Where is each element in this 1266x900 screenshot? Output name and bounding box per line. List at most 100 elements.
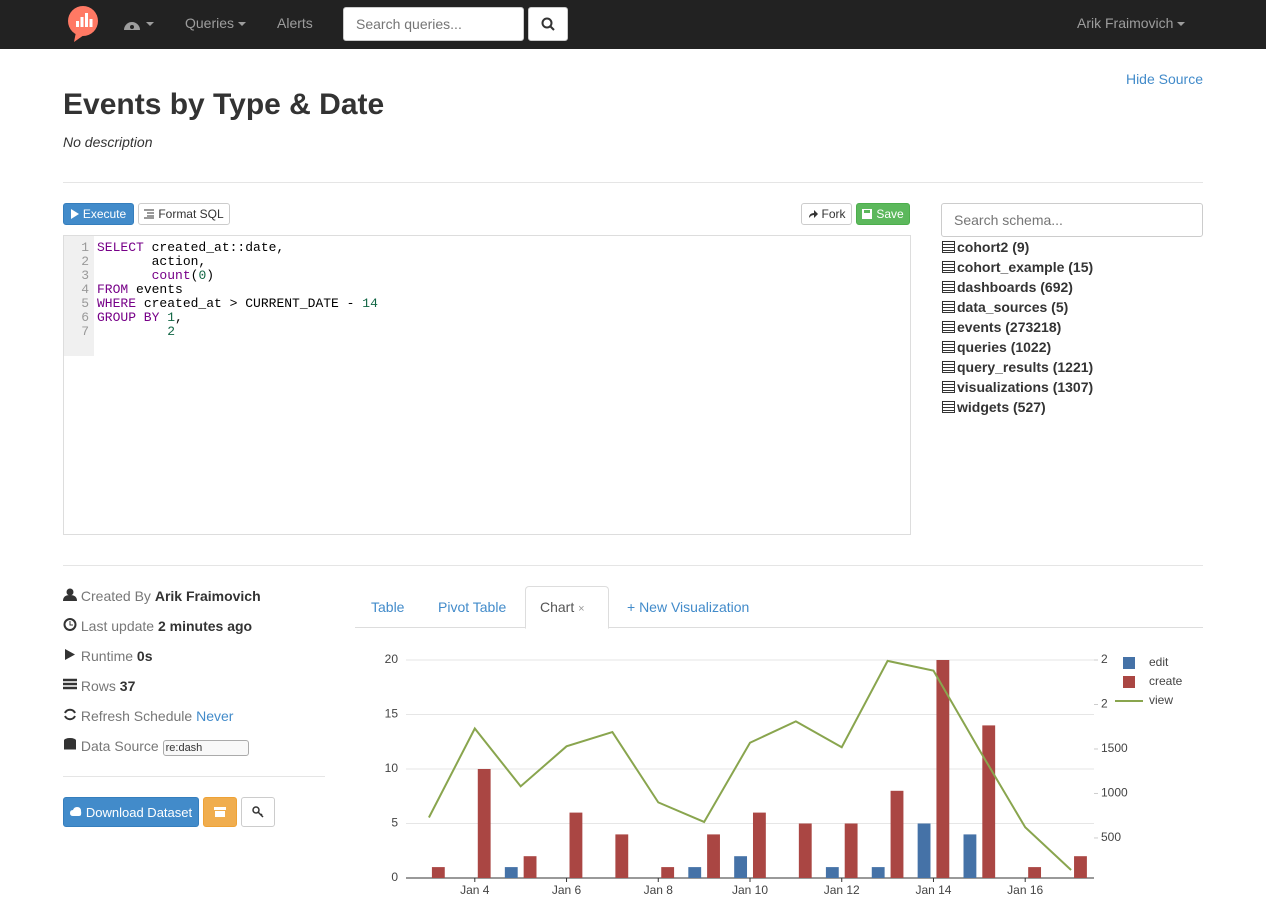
tab-label: Chart — [540, 599, 575, 615]
schema-table[interactable]: queries (1022) — [957, 339, 1052, 355]
hide-source-link[interactable]: Hide Source — [1125, 71, 1203, 87]
table-icon — [942, 361, 955, 373]
data-source: Data Source re:dash — [63, 738, 249, 756]
code-token: WHERE — [97, 296, 137, 311]
schema-table[interactable]: dashboards (692) — [957, 279, 1073, 295]
tab[interactable]: Pivot Table — [438, 599, 507, 615]
code-line: SELECT created_at::date, — [97, 241, 378, 255]
logo[interactable] — [66, 4, 100, 44]
code-token: ( — [190, 268, 199, 283]
code-token: 14 — [362, 296, 378, 311]
code-token: FROM — [97, 282, 129, 297]
x-tick-label: Jan 16 — [1007, 883, 1043, 897]
format-sql-button[interactable]: Format SQL — [138, 203, 230, 225]
save-button[interactable]: Save — [856, 203, 910, 225]
refresh-link[interactable]: Never — [196, 708, 234, 724]
code-token: created_at > CURRENT_DATE - — [136, 296, 363, 311]
code-token — [97, 324, 167, 339]
code-line: count(0) — [97, 269, 378, 283]
download-button[interactable]: Download Dataset — [63, 797, 199, 827]
line-series — [428, 659, 1072, 871]
x-tick-label: Jan 6 — [552, 883, 582, 897]
button-label: Save — [876, 207, 904, 221]
x-tick-label: Jan 4 — [460, 883, 490, 897]
tab-bar — [355, 627, 1203, 628]
code-token: 0 — [198, 268, 207, 283]
bar — [734, 856, 748, 878]
user-menu[interactable]: Arik Fraimovich — [1077, 15, 1186, 31]
info-value: Arik Fraimovich — [154, 588, 261, 604]
query-description[interactable]: No description — [63, 134, 153, 150]
data-source-select[interactable]: re:dash — [162, 740, 249, 756]
bar — [1074, 856, 1087, 878]
code-token: 2 — [167, 324, 176, 339]
bar — [982, 725, 996, 878]
active-tab[interactable] — [525, 586, 609, 629]
button-label: Download Dataset — [85, 804, 193, 820]
line-number: 2 — [81, 254, 89, 269]
y-tick-label: 5 — [391, 816, 398, 830]
table-icon — [942, 261, 955, 273]
code-line: WHERE created_at > CURRENT_DATE - 14 — [97, 297, 378, 311]
legend-label: view — [1149, 693, 1173, 707]
schema-table[interactable]: data_sources (5) — [957, 299, 1069, 315]
schema-table[interactable]: query_results (1221) — [957, 359, 1094, 375]
info-value: 2 minutes ago — [157, 618, 253, 634]
code-token — [97, 268, 152, 283]
info-label: Rows — [80, 678, 116, 694]
tab[interactable]: + New Visualization — [627, 599, 750, 615]
schema-table[interactable]: widgets (527) — [957, 399, 1046, 415]
schema-table[interactable]: events (273218) — [957, 319, 1062, 335]
tab[interactable]: Table — [371, 599, 405, 615]
search-queries[interactable] — [343, 7, 524, 41]
nav-link[interactable]: Queries — [185, 15, 235, 31]
bar — [825, 867, 839, 878]
bar — [798, 823, 812, 878]
search-button[interactable] — [528, 7, 568, 41]
bar — [661, 867, 675, 878]
table-icon — [942, 321, 955, 333]
code-token: action, — [97, 254, 207, 269]
y-tick-label: 10 — [385, 761, 399, 775]
tab-close[interactable]: × — [578, 603, 585, 615]
user-name: Arik Fraimovich — [1077, 15, 1174, 31]
last-update: Last update 2 minutes ago — [63, 618, 252, 634]
queries-menu[interactable]: Queries — [185, 15, 247, 31]
code-token: count — [151, 268, 191, 283]
tab[interactable]: Chart × — [540, 599, 585, 615]
query-title[interactable]: Events by Type & Date — [63, 88, 385, 121]
line-number: 6 — [81, 310, 89, 325]
y2-tick-label: 2 — [1101, 697, 1108, 711]
nav-link[interactable]: Alerts — [277, 15, 313, 31]
bar — [963, 834, 977, 878]
bar — [890, 790, 904, 878]
legend-swatch — [1123, 676, 1135, 688]
code-line: 2 — [97, 325, 378, 339]
chart: 0 5 10 15 20 500 1000 1500 2 2 Jan 4 Jan 6 Jan 8 Jan … — [385, 652, 1183, 897]
archive-button[interactable] — [203, 797, 237, 827]
bar — [707, 834, 720, 878]
schema-table[interactable]: visualizations (1307) — [957, 379, 1094, 395]
bar — [504, 867, 518, 878]
bar — [1028, 867, 1042, 878]
x-tick-label: Jan 12 — [824, 883, 860, 897]
fork-button[interactable]: Fork — [801, 203, 852, 225]
api-key-button[interactable] — [241, 797, 275, 827]
legend-label: create — [1149, 674, 1183, 688]
table-icon — [942, 241, 955, 253]
line-number: 7 — [81, 324, 89, 339]
search-schema[interactable] — [941, 203, 1203, 237]
schema-table[interactable]: cohort2 (9) — [957, 239, 1030, 255]
select-value: re:dash — [165, 742, 203, 754]
code-line: FROM events — [97, 283, 378, 297]
execute-button[interactable]: Execute — [63, 203, 134, 225]
created-by: Created By Arik Fraimovich — [63, 588, 261, 604]
table-icon — [942, 381, 955, 393]
code-token: GROUP BY — [97, 310, 160, 325]
bar — [871, 867, 885, 878]
bar — [569, 812, 583, 878]
dashboards-menu[interactable] — [122, 15, 154, 32]
schema-table[interactable]: cohort_example (15) — [957, 259, 1094, 275]
